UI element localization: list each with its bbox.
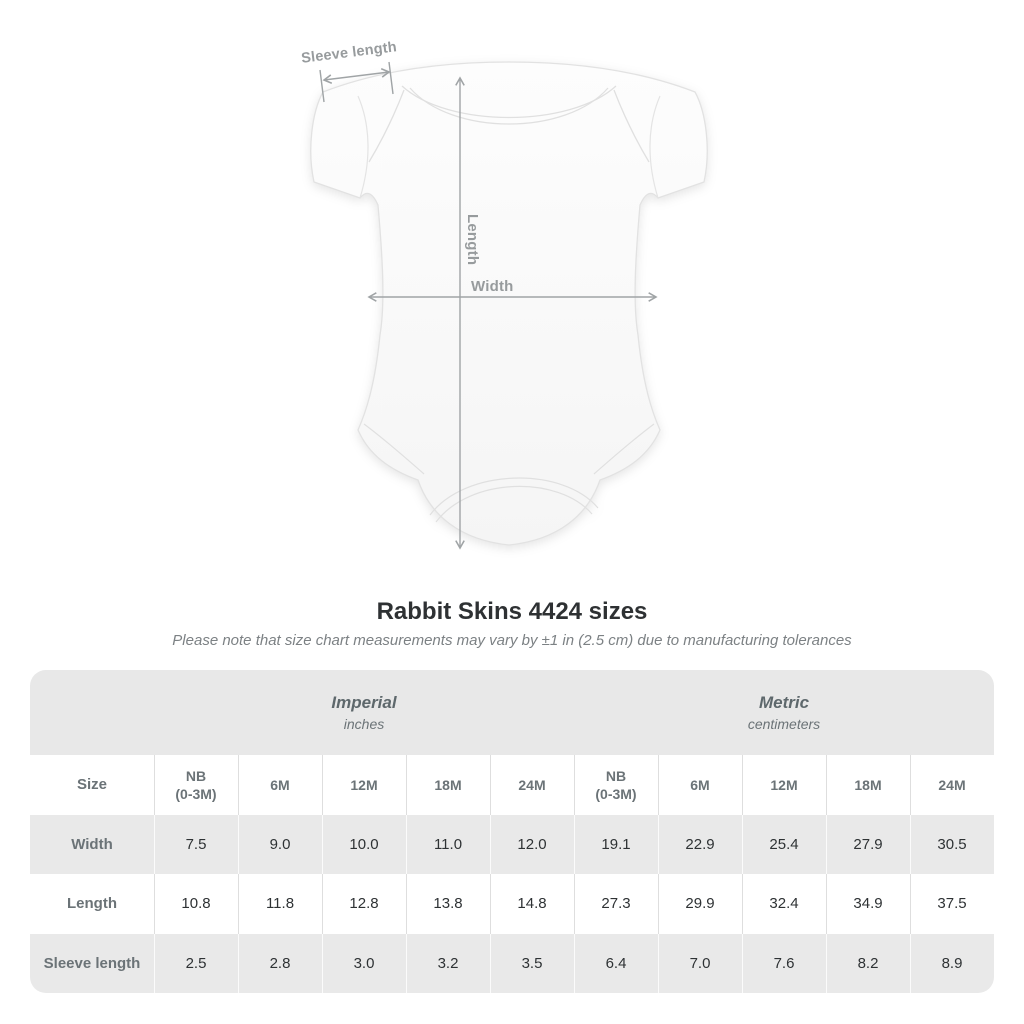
column-header: NB (0-3M) bbox=[574, 755, 658, 815]
table-cell: 8.9 bbox=[910, 934, 994, 994]
tolerance-note: Please note that size chart measurements… bbox=[172, 632, 852, 649]
table-row-length: Length 10.8 11.8 12.8 13.8 14.8 27.3 29.… bbox=[30, 874, 994, 934]
table-cell: 7.6 bbox=[742, 934, 826, 994]
row-label: Length bbox=[67, 895, 117, 913]
table-cell: 19.1 bbox=[574, 815, 658, 875]
table-cell: 11.0 bbox=[406, 815, 490, 875]
table-cell: 30.5 bbox=[910, 815, 994, 875]
column-header: 6M bbox=[238, 755, 322, 815]
column-header: 24M bbox=[490, 755, 574, 815]
table-cell: 7.5 bbox=[154, 815, 238, 875]
table-cell: 37.5 bbox=[910, 874, 994, 934]
imperial-title: Imperial bbox=[331, 693, 397, 712]
unit-header-band: Imperial inches Metric centimeters bbox=[30, 670, 994, 755]
size-diagram: Sleeve length Length Width bbox=[300, 39, 708, 550]
column-header: 18M bbox=[826, 755, 910, 815]
column-header: 18M bbox=[406, 755, 490, 815]
table-cell: 25.4 bbox=[742, 815, 826, 875]
table-cell: 34.9 bbox=[826, 874, 910, 934]
table-cell: 3.5 bbox=[490, 934, 574, 994]
table-cell: 7.0 bbox=[658, 934, 742, 994]
imperial-unit: inches bbox=[343, 716, 385, 732]
bodysuit-shape bbox=[310, 61, 708, 546]
column-header: 24M bbox=[910, 755, 994, 815]
table-cell: 6.4 bbox=[574, 934, 658, 994]
row-label: Width bbox=[71, 835, 113, 853]
table-cell: 10.0 bbox=[322, 815, 406, 875]
column-header: 6M bbox=[658, 755, 742, 815]
table-cell: 32.4 bbox=[742, 874, 826, 934]
table-cell: 12.0 bbox=[490, 815, 574, 875]
width-label: Width bbox=[471, 278, 514, 295]
table-cell: 2.8 bbox=[238, 934, 322, 994]
length-label: Length bbox=[464, 214, 481, 266]
table-cell: 8.2 bbox=[826, 934, 910, 994]
imperial-section-header: Imperial inches bbox=[154, 670, 574, 755]
size-table: Imperial inches Metric centimeters Size … bbox=[30, 670, 994, 993]
sleeve-length-arrow bbox=[322, 68, 391, 84]
metric-title: Metric bbox=[758, 693, 810, 712]
table-cell: 2.5 bbox=[154, 934, 238, 994]
table-cell: 11.8 bbox=[238, 874, 322, 934]
table-cell: 27.9 bbox=[826, 815, 910, 875]
table-cell: 22.9 bbox=[658, 815, 742, 875]
table-cell: 29.9 bbox=[658, 874, 742, 934]
size-header-row: Size NB (0-3M) 6M 12M 18M 24M NB (0-3M) … bbox=[30, 755, 994, 815]
table-cell: 12.8 bbox=[322, 874, 406, 934]
column-header: 12M bbox=[742, 755, 826, 815]
table-row-sleeve-length: Sleeve length 2.5 2.8 3.0 3.2 3.5 6.4 7.… bbox=[30, 933, 994, 994]
column-header: 12M bbox=[322, 755, 406, 815]
table-cell: 13.8 bbox=[406, 874, 490, 934]
metric-section-header: Metric centimeters bbox=[574, 670, 994, 755]
neckline-detail bbox=[368, 85, 650, 163]
column-header: NB (0-3M) bbox=[154, 755, 238, 815]
table-cell: 14.8 bbox=[490, 874, 574, 934]
size-corner-label: Size bbox=[76, 776, 107, 794]
table-cell: 3.2 bbox=[406, 934, 490, 994]
metric-unit: centimeters bbox=[747, 716, 821, 732]
sleeve-tick-left bbox=[319, 69, 325, 103]
table-cell: 27.3 bbox=[574, 874, 658, 934]
row-label: Sleeve length bbox=[43, 954, 141, 972]
sleeve-seams bbox=[357, 95, 661, 199]
table-cell: 10.8 bbox=[154, 874, 238, 934]
table-row-width: Width 7.5 9.0 10.0 11.0 12.0 19.1 22.9 2… bbox=[30, 814, 994, 875]
table-cell: 9.0 bbox=[238, 815, 322, 875]
table-cell: 3.0 bbox=[322, 934, 406, 994]
crotch-detail bbox=[363, 423, 655, 523]
sleeve-tick-right bbox=[388, 61, 394, 95]
bodysuit-illustration bbox=[310, 61, 708, 550]
measurement-arrows bbox=[319, 61, 658, 550]
page-title: Rabbit Skins 4424 sizes bbox=[376, 598, 648, 625]
